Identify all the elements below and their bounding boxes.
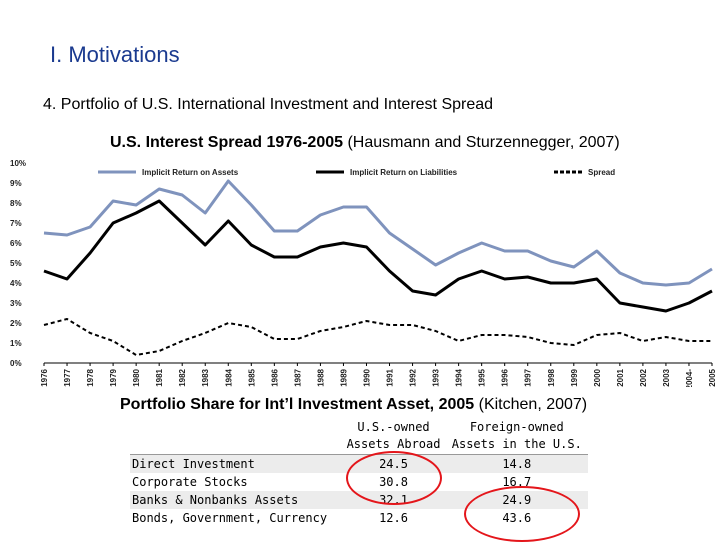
x-tick-label: 1978 [86,368,95,386]
foreign-value: 16.7 [502,475,532,489]
portfolio-share-table: U.S.-owned Assets Abroad Foreign-owned Ass… [130,418,588,527]
y-tick-label: 6% [10,239,22,248]
x-tick-label: 1986 [270,368,279,386]
slide-title: I. Motivations [50,42,180,67]
us-value: 12.6 [379,511,408,525]
row-label: Bonds, Government, Currency [132,511,328,525]
x-tick-label: 1991 [386,368,395,386]
x-tick-label: 1997 [524,368,533,386]
x-tick-label: 2002 [639,368,648,386]
x-tick-label: 2004- [685,369,694,387]
row-label: Banks & Nonbanks Assets [132,493,299,507]
x-tick-label: 1988 [316,368,325,386]
x-tick-label: 1998 [547,368,556,386]
y-tick-label: 7% [10,219,22,228]
row-label: Direct Investment [132,457,255,471]
chart-caption-bold: U.S. Interest Spread 1976-2005 [110,134,344,151]
y-tick-label: 5% [10,259,22,268]
y-tick-label: 1% [10,339,22,348]
x-tick-label: 2000 [593,368,602,386]
foreign-value: 14.8 [502,457,532,471]
table-row: Direct Investment 24.5 14.8 [130,454,588,473]
x-tick-label: 2001 [616,368,625,386]
foreign-value: 24.9 [502,493,532,507]
x-tick-label: 1984 [224,368,233,386]
series-line-1 [43,199,713,313]
x-tick-label: 1999 [570,368,579,386]
series-line-0 [43,179,713,287]
header-us-owned: U.S.-owned Assets Abroad [342,418,446,455]
x-tick-label: 2005 [708,368,717,386]
x-tick-label: 1982 [178,368,187,386]
y-tick-label: 3% [10,299,22,308]
legend-label: Spread [588,168,615,177]
series-line-2 [43,318,712,356]
x-tick-label: 1992 [409,368,418,386]
x-tick-label: 1994 [455,368,464,386]
row-label: Corporate Stocks [132,475,248,489]
us-value: 24.5 [379,457,408,471]
x-tick-label: 1983 [201,368,210,386]
foreign-value: 43.6 [502,511,532,525]
us-value: 30.8 [379,475,408,489]
x-tick-label: 1980 [132,368,141,386]
legend-label: Implicit Return on Assets [142,168,239,177]
legend-label: Implicit Return on Liabilities [350,168,458,177]
header-foreign-line1: Foreign-owned [469,420,564,434]
y-tick-label: 4% [10,279,22,288]
x-tick-label: 1987 [293,368,302,386]
x-tick-label: 1977 [63,368,72,386]
table-row: Corporate Stocks 30.8 16.7 [130,473,588,491]
x-tick-label: 2003 [662,368,671,386]
x-tick-label: 1981 [155,368,164,386]
header-foreign-line2: Assets in the U.S. [451,437,582,451]
table-row: Bonds, Government, Currency 12.6 43.6 [130,509,588,527]
chart-caption: U.S. Interest Spread 1976-2005 (Hausmann… [110,134,620,152]
y-tick-label: 0% [10,359,22,368]
y-tick-label: 9% [10,179,22,188]
chart-caption-source: (Hausmann and Sturzennegger, 2007) [343,134,620,151]
x-tick-label: 1985 [247,368,256,386]
table-header-row: U.S.-owned Assets Abroad Foreign-owned Ass… [130,418,588,455]
table-caption-bold: Portfolio Share for Int’l Investment Ass… [120,396,475,413]
x-tick-label: 1979 [109,368,118,386]
header-us-line2: Assets Abroad [346,437,441,451]
table-caption-source: (Kitchen, 2007) [474,396,588,413]
y-tick-label: 2% [10,319,22,328]
x-tick-label: 1989 [339,368,348,386]
y-tick-label: 8% [10,199,22,208]
chart-frame [0,155,720,387]
interest-spread-chart: 0% 1% 2% 3% 4% 5% 6% 7% 8% 9% 10% 1976 1977 1978 1979 1… [0,155,720,387]
header-us-line1: U.S.-owned [357,420,430,434]
table-caption: Portfolio Share for Int’l Investment Ass… [120,396,587,414]
header-foreign-owned: Foreign-owned Assets in the U.S. [446,418,588,455]
table-header-blank [130,418,342,455]
x-tick-label: 1996 [501,368,510,386]
x-tick-label: 1990 [362,368,371,386]
x-tick-label: 1993 [432,368,441,386]
slide-subtitle: 4. Portfolio of U.S. International Inves… [43,96,494,113]
table-row: Banks & Nonbanks Assets 32.1 24.9 [130,491,588,509]
x-tick-label: 1995 [478,368,487,386]
us-value: 32.1 [379,493,408,507]
x-tick-label: 1976 [40,368,49,386]
y-tick-label: 10% [10,159,26,168]
